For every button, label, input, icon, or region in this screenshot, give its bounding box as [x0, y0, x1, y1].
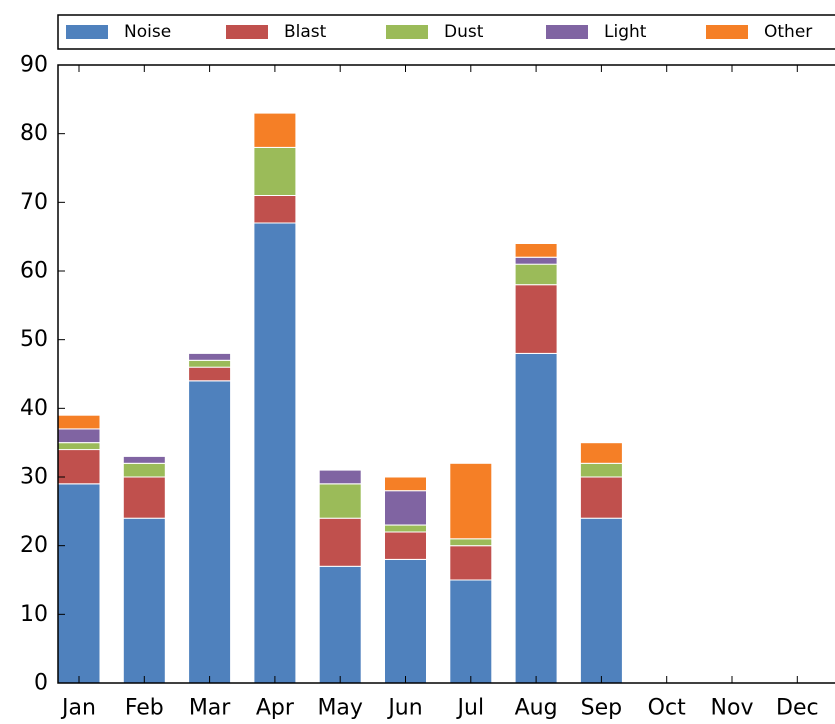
x-tick-label-jun: Jun	[386, 696, 422, 721]
plot-frame	[57, 64, 835, 684]
bar-noise-mar	[188, 380, 232, 684]
y-tick-label: 10	[20, 602, 48, 627]
y-tick-label: 30	[20, 465, 48, 490]
legend-box	[57, 14, 835, 50]
bar-blast-jun	[384, 531, 427, 560]
bar-blast-mar	[188, 366, 232, 382]
bar-noise-may	[318, 565, 362, 684]
legend-label-light: Light	[604, 22, 647, 42]
ticks-layer	[58, 64, 798, 684]
bar-light-aug	[514, 256, 558, 265]
legend-swatch-blast	[226, 25, 268, 39]
y-tick-label: 20	[20, 533, 48, 558]
bar-other-sep	[579, 442, 623, 464]
bar-noise-sep	[579, 517, 623, 684]
bar-light-jun	[384, 490, 427, 526]
bars-layer	[57, 112, 623, 684]
bar-dust-may	[318, 483, 362, 519]
y-tick-label: 90	[20, 53, 48, 78]
bar-dust-apr	[253, 146, 297, 196]
legend-label-noise: Noise	[124, 22, 171, 42]
bar-other-jun	[384, 476, 427, 492]
x-tick-label-dec: Dec	[776, 696, 819, 721]
bar-noise-jul	[449, 579, 493, 684]
bar-blast-apr	[253, 195, 297, 224]
bar-noise-jun	[384, 558, 427, 684]
bar-blast-aug	[514, 284, 558, 354]
bar-blast-jan	[57, 449, 101, 485]
bar-dust-jan	[57, 442, 101, 451]
legend-swatch-dust	[386, 25, 428, 39]
x-tick-label-apr: Apr	[256, 696, 295, 721]
y-tick-label: 40	[20, 396, 48, 421]
y-tick-label: 60	[20, 259, 48, 284]
bar-blast-jul	[449, 545, 493, 581]
legend-label-blast: Blast	[284, 22, 327, 42]
bar-dust-aug	[514, 263, 558, 286]
bar-blast-sep	[579, 476, 623, 519]
x-tick-label-feb: Feb	[125, 696, 164, 721]
bar-dust-jun	[384, 524, 427, 533]
legend: Noise Blast Dust Light Other	[57, 14, 835, 50]
bar-light-may	[318, 469, 362, 485]
x-tick-label-nov: Nov	[711, 696, 754, 721]
bar-blast-may	[318, 517, 362, 567]
legend-label-other: Other	[764, 22, 812, 42]
x-tick-label-mar: Mar	[189, 696, 231, 721]
legend-swatch-light	[546, 25, 588, 39]
legend-swatch-noise	[66, 25, 108, 39]
y-tick-label: 70	[20, 190, 48, 215]
y-tick-labels: 0 10 20 30 40 50 60 70 80 90	[20, 53, 48, 696]
legend-swatch-other	[706, 25, 748, 39]
bar-other-jul	[449, 462, 493, 540]
bar-noise-jan	[57, 483, 101, 684]
bar-other-apr	[253, 112, 297, 148]
bar-noise-aug	[514, 352, 558, 684]
bar-dust-sep	[579, 462, 623, 478]
x-tick-label-may: May	[317, 696, 362, 721]
bar-dust-mar	[188, 359, 232, 368]
bar-other-aug	[514, 243, 558, 258]
y-tick-label: 80	[20, 121, 48, 146]
x-tick-label-oct: Oct	[648, 696, 686, 721]
bar-light-jan	[57, 428, 101, 444]
bar-dust-jul	[449, 538, 493, 547]
bar-noise-apr	[253, 222, 297, 684]
x-tick-label-aug: Aug	[515, 696, 558, 721]
legend-label-dust: Dust	[444, 22, 484, 42]
y-tick-label: 50	[20, 327, 48, 352]
x-tick-label-jan: Jan	[60, 696, 96, 721]
bar-light-feb	[122, 455, 166, 464]
bar-noise-feb	[122, 517, 166, 684]
x-tick-labels: Jan Feb Mar Apr May Jun Jul Aug Sep Oct Nov Dec	[60, 696, 819, 721]
bar-other-jan	[57, 414, 101, 430]
bar-blast-feb	[122, 476, 166, 519]
bar-dust-feb	[122, 462, 166, 478]
y-tick-label: 0	[34, 671, 48, 696]
bar-light-mar	[188, 352, 232, 361]
x-tick-label-jul: Jul	[456, 696, 485, 721]
x-tick-label-sep: Sep	[581, 696, 622, 721]
